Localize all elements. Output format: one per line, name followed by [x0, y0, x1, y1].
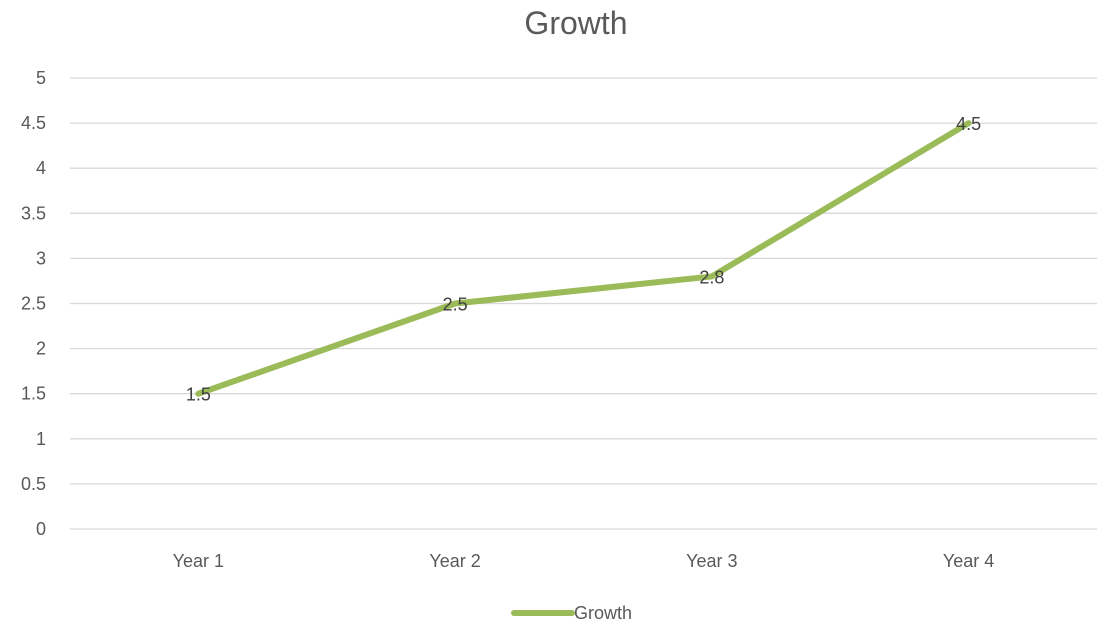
x-tick-label: Year 4 — [943, 551, 994, 571]
y-tick-label: 0 — [36, 519, 46, 539]
y-tick-label: 0.5 — [21, 474, 46, 494]
chart-title: Growth — [524, 5, 627, 41]
y-tick-label: 2.5 — [21, 294, 46, 314]
data-labels: 1.5 2.5 2.8 4.5 — [186, 114, 981, 405]
data-label: 2.8 — [699, 267, 724, 287]
y-tick-label: 1 — [36, 429, 46, 449]
x-axis-tick-labels: Year 1 Year 2 Year 3 Year 4 — [173, 551, 995, 571]
y-tick-label: 4.5 — [21, 113, 46, 133]
y-tick-label: 3 — [36, 248, 46, 268]
y-tick-label: 4 — [36, 158, 46, 178]
y-tick-label: 2 — [36, 339, 46, 359]
legend: Growth — [511, 603, 632, 621]
series-line — [195, 120, 972, 397]
y-tick-label: 5 — [36, 68, 46, 88]
data-label: 2.5 — [443, 295, 468, 315]
x-tick-label: Year 2 — [429, 551, 480, 571]
gridlines — [70, 77, 1097, 530]
x-tick-label: Year 1 — [173, 551, 224, 571]
y-tick-label: 3.5 — [21, 203, 46, 223]
y-axis-tick-labels: 0 0.5 1 1.5 2 2.5 3 3.5 4 4.5 5 — [21, 68, 46, 539]
y-tick-label: 1.5 — [21, 384, 46, 404]
series-lines — [195, 120, 972, 397]
data-label: 1.5 — [186, 385, 211, 405]
legend-label: Growth — [574, 603, 632, 621]
x-tick-label: Year 3 — [686, 551, 737, 571]
data-label: 4.5 — [956, 114, 981, 134]
